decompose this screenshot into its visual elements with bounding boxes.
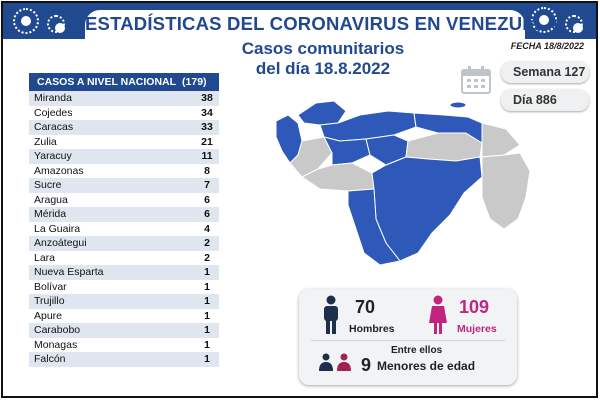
state-name: Carabobo (34, 324, 81, 337)
map-region-amazonas (347, 188, 401, 266)
table-row: Caracas 33 (29, 120, 219, 135)
table-heading: CASOS A NIVEL NACIONAL (37, 76, 177, 88)
subtitle-line-1: Casos comunitarios (241, 39, 405, 58)
subtitle-line-2: del día 18.8.2022 (255, 59, 391, 78)
map-region-nueva-esparta (449, 101, 467, 109)
women-count: 109 (459, 297, 490, 317)
table-total: (179) (182, 76, 207, 88)
map-region-llanos-west (323, 136, 371, 166)
case-count: 8 (204, 164, 210, 177)
men-label: Hombres (349, 323, 395, 335)
map-region-esequiba (481, 152, 531, 230)
venezuela-map (275, 100, 531, 266)
case-count: 1 (204, 295, 210, 308)
subtitle: Casos comunitarios del día 18.8.2022 (208, 39, 438, 79)
state-name: Monagas (34, 338, 78, 351)
table-row: Mérida 6 (29, 207, 219, 222)
state-name: Yaracuy (34, 150, 72, 163)
case-count: 7 (204, 179, 210, 192)
state-name: Falcón (34, 353, 66, 366)
table-row: Zulia 21 (29, 135, 219, 150)
state-name: Zulia (34, 135, 57, 148)
table-row: La Guaira 4 (29, 222, 219, 237)
calendar-icon (461, 66, 491, 94)
state-name: Caracas (34, 121, 74, 134)
table-row: Miranda 38 (29, 91, 219, 106)
cases-table: CASOS A NIVEL NACIONAL (179) Miranda 38 Co… (29, 73, 219, 367)
table-row: Anzoátegui 2 (29, 236, 219, 251)
man-icon (324, 295, 338, 334)
case-count: 4 (204, 222, 210, 235)
page-title: ESTADÍSTICAS DEL CORONAVIRUS EN VENEZUEL… (85, 10, 560, 40)
table-row: Cojedes 34 (29, 106, 219, 121)
case-count: 6 (204, 193, 210, 206)
table-row: Aragua 6 (29, 193, 219, 208)
day-badge: Día 886 (501, 89, 589, 111)
map-region-delta (481, 122, 521, 158)
minors-count: 9 (361, 355, 372, 375)
gender-stats-panel: 70 Hombres 109 Mujeres Entre ellos 9 Men… (299, 289, 517, 385)
table-row: Carabobo 1 (29, 323, 219, 338)
virus-icon (565, 15, 583, 33)
header-bar: ESTADÍSTICAS DEL CORONAVIRUS EN VENEZUEL… (3, 3, 596, 40)
case-count: 38 (201, 92, 213, 105)
case-count: 33 (201, 121, 213, 134)
state-name: Mérida (34, 208, 67, 221)
table-row: Monagas 1 (29, 338, 219, 353)
children-icon (319, 353, 351, 371)
virus-icon (531, 7, 557, 33)
state-name: Bolívar (34, 280, 67, 293)
case-count: 2 (204, 251, 210, 264)
table-header: CASOS A NIVEL NACIONAL (179) (29, 73, 219, 91)
state-name: Trujillo (34, 295, 65, 308)
table-row: Apure 1 (29, 309, 219, 324)
state-name: Apure (34, 309, 63, 322)
woman-icon (429, 295, 447, 334)
table-body: Miranda 38 Cojedes 34 Caracas 33 Zulia 21 Yaracu… (29, 91, 219, 367)
state-name: Amazonas (34, 164, 84, 177)
case-count: 11 (201, 150, 213, 163)
table-row: Sucre 7 (29, 178, 219, 193)
case-count: 1 (204, 266, 210, 279)
state-name: Miranda (34, 92, 72, 105)
virus-icon (13, 8, 39, 34)
table-row: Bolívar 1 (29, 280, 219, 295)
case-count: 1 (204, 353, 210, 366)
report-date: FECHA 18/8/2022 (510, 41, 584, 51)
stats-divider (311, 340, 505, 341)
table-row: Amazonas 8 (29, 164, 219, 179)
case-count: 1 (204, 338, 210, 351)
table-row: Trujillo 1 (29, 294, 219, 309)
table-row: Nueva Esparta 1 (29, 265, 219, 280)
minors-intro: Entre ellos (391, 345, 443, 356)
state-name: Aragua (34, 193, 68, 206)
week-badge: Semana 127 (501, 61, 589, 83)
virus-icon (47, 15, 65, 33)
men-count: 70 (355, 297, 376, 317)
case-count: 1 (204, 309, 210, 322)
map-region-falcon (297, 100, 347, 126)
case-count: 2 (204, 237, 210, 250)
table-row: Lara 2 (29, 251, 219, 266)
state-name: Lara (34, 251, 56, 264)
table-row: Yaracuy 11 (29, 149, 219, 164)
state-name: Cojedes (34, 106, 73, 119)
case-count: 1 (204, 324, 210, 337)
state-name: Nueva Esparta (34, 266, 104, 279)
map-region-east (405, 132, 483, 162)
case-count: 6 (204, 208, 210, 221)
minors-label: Menores de edad (377, 359, 476, 373)
case-count: 1 (204, 280, 210, 293)
case-count: 21 (201, 135, 213, 148)
state-name: La Guaira (34, 222, 81, 235)
women-label: Mujeres (457, 323, 497, 335)
state-name: Sucre (34, 179, 62, 192)
case-count: 34 (201, 106, 213, 119)
state-name: Anzoátegui (34, 237, 87, 250)
table-row: Falcón 1 (29, 352, 219, 367)
